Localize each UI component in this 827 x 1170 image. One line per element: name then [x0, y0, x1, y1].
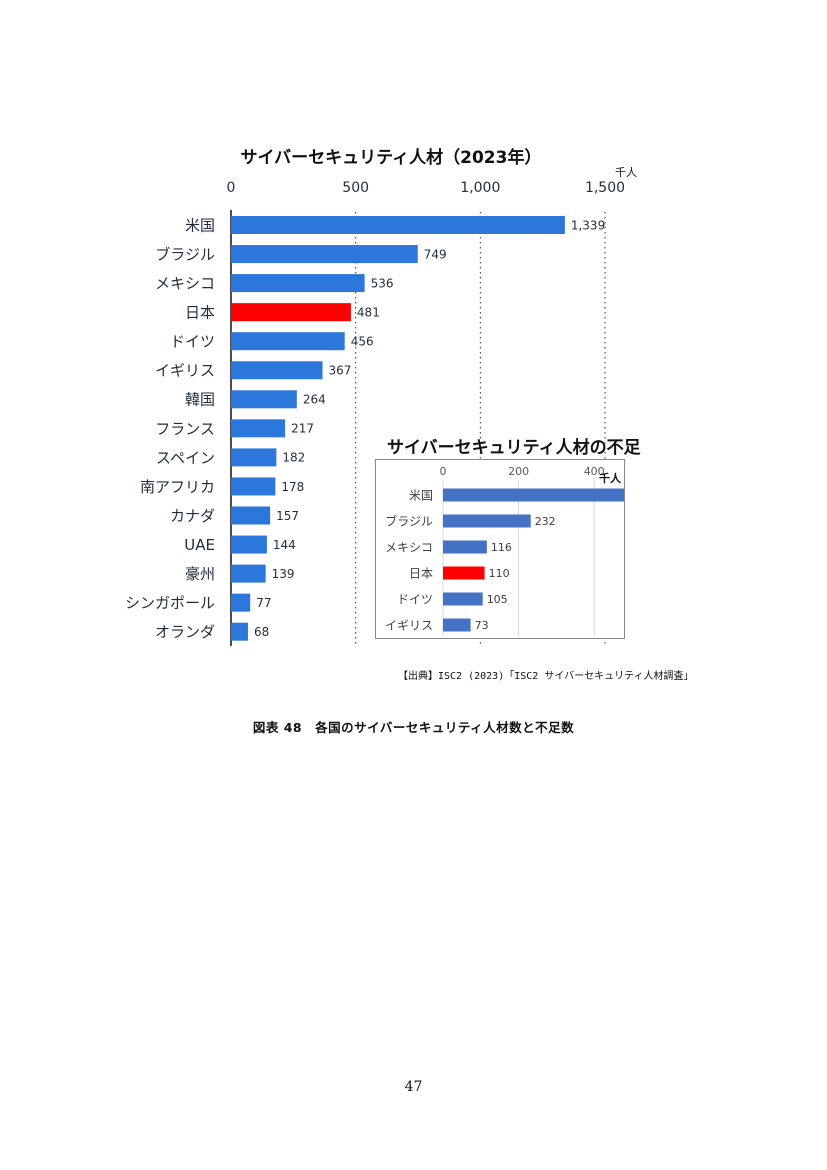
category-label: 韓国	[185, 391, 215, 409]
category-label: オランダ	[155, 623, 215, 641]
bar	[231, 506, 271, 525]
figure-caption: 図表 48 各国のサイバーセキュリティ人材数と不足数	[252, 720, 575, 735]
category-label: 米国	[185, 216, 215, 234]
category-label: メキシコ	[385, 540, 433, 554]
data-label: 144	[273, 538, 296, 552]
category-label: ドイツ	[397, 592, 433, 606]
bar	[231, 535, 267, 554]
data-label: 68	[254, 625, 269, 639]
bar	[443, 488, 624, 502]
category-label: メキシコ	[155, 275, 215, 293]
bar	[231, 419, 286, 438]
data-label: 178	[281, 480, 304, 494]
unit-label: 千人	[599, 471, 622, 485]
category-label: ブラジル	[385, 513, 433, 528]
bar	[443, 514, 531, 528]
category-label: 米国	[409, 488, 433, 502]
category-label: イギリス	[155, 362, 215, 380]
bar	[231, 390, 297, 409]
bar	[443, 540, 487, 554]
bar	[231, 361, 323, 380]
category-label: イギリス	[385, 618, 433, 632]
data-label: 157	[276, 509, 299, 523]
data-label: 367	[329, 364, 352, 378]
data-label: 481	[357, 305, 380, 319]
category-label: 日本	[185, 304, 215, 322]
category-label: ドイツ	[170, 333, 215, 351]
category-label: 日本	[409, 566, 433, 580]
data-label: 749	[424, 247, 447, 261]
unit-label: 千人	[615, 166, 637, 179]
data-label: 116	[491, 541, 512, 554]
category-label: UAE	[184, 536, 215, 554]
data-label: 232	[535, 515, 556, 528]
x-tick-label: 0	[440, 465, 447, 478]
x-tick-label: 200	[508, 465, 529, 478]
x-tick-label: 1,500	[585, 180, 625, 196]
x-tick-label: 500	[342, 180, 369, 196]
inset-bar-chart: 0200400千人米国483ブラジル232メキシコ116日本110ドイツ105イ…	[385, 465, 624, 636]
bar	[231, 593, 251, 612]
bar	[443, 618, 471, 632]
data-label: 456	[351, 335, 374, 349]
inset-chart-title: サイバーセキュリティ人材の不足	[387, 438, 641, 458]
x-tick-label: 400	[584, 465, 605, 478]
x-tick-label: 1,000	[460, 180, 500, 196]
inset-chart-frame: 0200400千人米国483ブラジル232メキシコ116日本110ドイツ105イ…	[375, 459, 625, 639]
data-label: 110	[489, 567, 510, 580]
data-label: 182	[282, 451, 305, 465]
category-label: ブラジル	[155, 245, 215, 263]
bar	[231, 274, 365, 293]
data-label: 139	[272, 567, 295, 581]
chart-title: サイバーセキュリティ人材（2023年）	[241, 147, 542, 168]
bar	[231, 245, 418, 264]
data-label: 264	[303, 393, 326, 407]
category-label: フランス	[155, 420, 215, 438]
bar	[231, 216, 565, 234]
data-label: 77	[256, 596, 271, 610]
bar	[231, 564, 266, 583]
bar	[231, 448, 277, 467]
category-label: 豪州	[185, 565, 215, 583]
data-label: 217	[291, 422, 314, 436]
x-tick-label: 0	[227, 180, 236, 196]
data-label: 105	[487, 593, 508, 606]
data-label: 536	[371, 276, 394, 290]
page-number: 47	[404, 1079, 423, 1095]
bar	[443, 566, 485, 580]
bar	[443, 592, 483, 606]
bar	[231, 303, 351, 322]
category-label: 南アフリカ	[140, 478, 215, 496]
category-label: カナダ	[170, 507, 215, 525]
bar	[231, 477, 276, 496]
category-label: スペイン	[156, 449, 215, 467]
source-note: 【出典】ISC2 (2023)「ISC2 サイバーセキュリティ人材調査」	[398, 671, 694, 682]
bar	[231, 332, 345, 351]
data-label: 1,339	[571, 218, 605, 232]
data-label: 73	[475, 619, 489, 632]
bar	[231, 622, 248, 641]
category-label: シンガポール	[125, 594, 215, 612]
